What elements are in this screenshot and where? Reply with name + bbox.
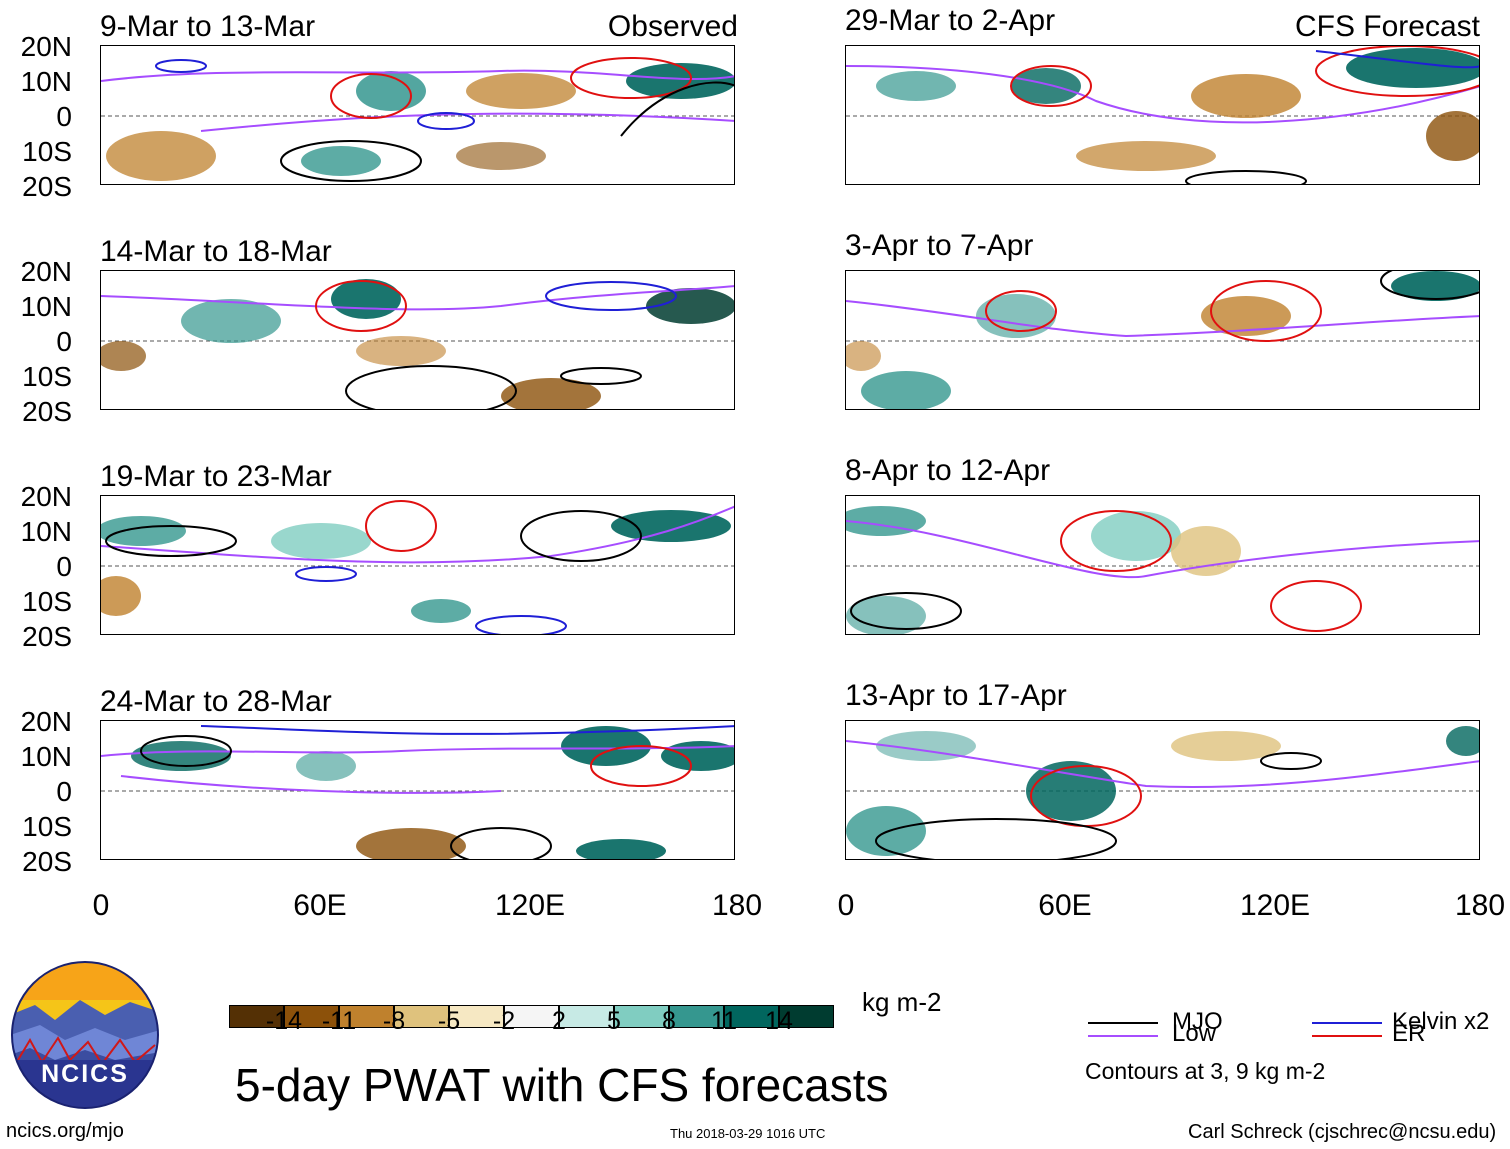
- lat-tick-label: 10S: [22, 136, 72, 167]
- lon-tick-label: 120E: [494, 889, 566, 922]
- map-panel: [845, 45, 1480, 185]
- panel-label-observed: Observed: [607, 10, 738, 43]
- panel-title: 14-Mar to 18-Mar: [100, 235, 332, 268]
- lon-tick-label: 0: [837, 889, 855, 922]
- colorbar-label: 2: [552, 1007, 566, 1035]
- colorbar-label: -8: [382, 1007, 406, 1035]
- lat-tick-label: 0: [56, 551, 72, 582]
- lat-tick-label: 10N: [20, 66, 72, 97]
- colorbar-units: kg m-2: [862, 987, 942, 1017]
- lat-tick-label: 10N: [20, 516, 72, 547]
- panel-title: 13-Apr to 17-Apr: [845, 679, 1067, 712]
- lat-tick-label: 20N: [20, 481, 72, 512]
- lat-tick-label: 0: [56, 326, 72, 357]
- legend-line-kelvin: [1312, 1022, 1382, 1024]
- colorbar-swatch: [614, 1005, 669, 1028]
- lat-tick-label: 0: [56, 101, 72, 132]
- colorbar-swatch: [229, 1005, 284, 1028]
- colorbar-label: -5: [437, 1007, 461, 1035]
- panel-title: 3-Apr to 7-Apr: [845, 229, 1034, 262]
- map-panel: [845, 270, 1480, 410]
- colorbar-swatch: [394, 1005, 449, 1028]
- colorbar-swatch: [339, 1005, 394, 1028]
- panel-title: 8-Apr to 12-Apr: [845, 454, 1051, 487]
- lat-tick-label: 20S: [22, 396, 72, 427]
- colorbar-swatch: [669, 1005, 724, 1028]
- lon-tick-label: 60E: [1038, 889, 1092, 922]
- colorbar-swatch: [449, 1005, 504, 1028]
- lon-tick-label: 180: [711, 889, 763, 922]
- map-panel: [100, 45, 735, 185]
- lat-tick-label: 20N: [20, 256, 72, 287]
- map-panel: [100, 720, 735, 860]
- map-panel: [100, 495, 735, 635]
- lon-tick-label: 180: [1454, 889, 1506, 922]
- colorbar-label: -2: [492, 1007, 516, 1035]
- lon-tick-label: 120E: [1239, 889, 1311, 922]
- lat-tick-label: 10S: [22, 811, 72, 842]
- legend-label-low: Low: [1172, 1020, 1217, 1047]
- lat-tick-label: 20S: [22, 171, 72, 202]
- panel-title: 29-Mar to 2-Apr: [845, 4, 1056, 37]
- panel-label-forecast: CFS Forecast: [1294, 10, 1480, 43]
- lat-tick-label: 20S: [22, 846, 72, 877]
- lon-tick-label: 0: [92, 889, 110, 922]
- colorbar-label: -11: [321, 1007, 357, 1035]
- colorbar-swatch: [724, 1005, 779, 1028]
- colorbar-swatch: [559, 1005, 614, 1028]
- colorbar-swatch: [504, 1005, 559, 1028]
- legend-label-er: ER: [1392, 1020, 1426, 1047]
- legend-label-mjo: MJO: [1172, 1008, 1223, 1035]
- lat-tick-label: 20N: [20, 31, 72, 62]
- colorbar-swatch: [284, 1005, 339, 1028]
- colorbar-label: 8: [662, 1007, 676, 1035]
- colorbar-label: 11: [711, 1007, 737, 1035]
- colorbar-label: 14: [765, 1007, 793, 1035]
- lat-tick-label: 20N: [20, 706, 72, 737]
- lon-tick-label: 60E: [293, 889, 347, 922]
- contour-note: Contours at 3, 9 kg m-2: [1085, 1058, 1326, 1084]
- ncics-logo: NCICS: [10, 960, 160, 1110]
- panel-title: 9-Mar to 13-Mar: [100, 10, 316, 43]
- legend-line-low: [1088, 1035, 1158, 1037]
- map-panel: [845, 720, 1480, 860]
- main-title: 5-day PWAT with CFS forecasts: [235, 1059, 889, 1111]
- map-panel: [100, 270, 735, 410]
- colorbar-swatch: [779, 1005, 834, 1028]
- lat-tick-label: 10N: [20, 741, 72, 772]
- map-panel: [845, 495, 1480, 635]
- logo-text: NCICS: [41, 1060, 129, 1088]
- lat-tick-label: 10S: [22, 586, 72, 617]
- legend-line-er: [1312, 1035, 1382, 1037]
- legend-line-mjo: [1088, 1022, 1158, 1024]
- lat-tick-label: 20S: [22, 621, 72, 652]
- legend-label-kelvin: Kelvin x2: [1392, 1008, 1490, 1035]
- lat-tick-label: 10S: [22, 361, 72, 392]
- footer-credit: Carl Schreck (cjschrec@ncsu.edu): [1188, 1121, 1497, 1143]
- colorbar-label: 5: [607, 1007, 621, 1035]
- lat-tick-label: 10N: [20, 291, 72, 322]
- ncics-logo-graphic: [11, 961, 159, 1109]
- panel-title: 24-Mar to 28-Mar: [100, 685, 332, 718]
- colorbar-label: -14: [265, 1007, 303, 1035]
- panel-title: 19-Mar to 23-Mar: [100, 460, 332, 493]
- footer-timestamp: Thu 2018-03-29 1016 UTC: [670, 1126, 826, 1141]
- lat-tick-label: 0: [56, 776, 72, 807]
- footer-url: ncics.org/mjo: [6, 1120, 124, 1142]
